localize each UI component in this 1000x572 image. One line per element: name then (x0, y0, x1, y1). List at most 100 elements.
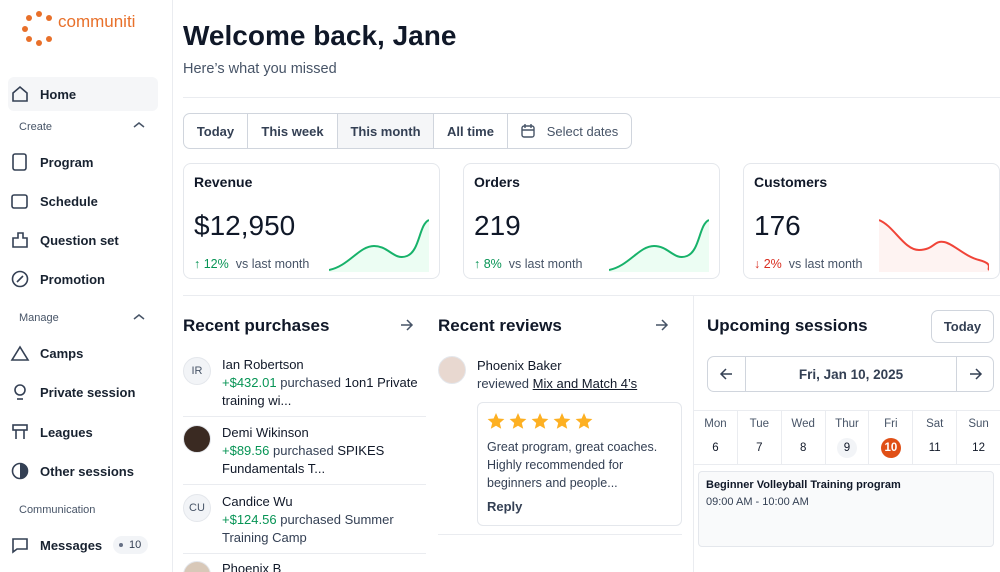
sparkline (609, 219, 709, 272)
purchase-item: Phoenix B (183, 561, 426, 572)
nav-label: Private session (40, 384, 136, 400)
day-number: 7 (756, 442, 763, 454)
sparkline (329, 219, 429, 272)
sparkline (879, 219, 989, 272)
day[interactable]: Fri 10 (868, 411, 912, 464)
stat-label: Orders (474, 174, 520, 190)
icon (14, 384, 26, 400)
filter-button[interactable]: This month (338, 114, 434, 148)
sidebar: communiti Home Create Program Schedule Q… (0, 0, 173, 572)
chevron[interactable] (133, 121, 145, 129)
stat-change: ↓ 2% vs last month (754, 257, 863, 271)
arrow-link[interactable] (655, 319, 669, 331)
nav-item[interactable]: Program (8, 145, 158, 179)
nav-label: Promotion (40, 271, 105, 287)
avatar (438, 356, 466, 384)
nav-label: Other sessions (40, 463, 134, 479)
divider (438, 534, 682, 535)
day-number: 10 (880, 438, 901, 458)
nav-label: Question set (40, 232, 119, 248)
section-title: Create (19, 121, 53, 133)
nav-label: Schedule (40, 193, 98, 209)
stat-label: Revenue (194, 174, 253, 190)
prev-button[interactable] (708, 357, 746, 391)
day[interactable]: Sat 11 (912, 411, 956, 464)
nav-item[interactable]: Messages (8, 528, 158, 562)
day-number: 9 (837, 438, 857, 458)
stars (487, 413, 593, 429)
filter-button[interactable]: Select dates (508, 114, 631, 148)
page-subtitle: Here’s what you missed (183, 61, 337, 77)
badge: 10 (113, 536, 149, 554)
day-number: 12 (972, 442, 985, 454)
nav-item[interactable]: Promotion (8, 262, 158, 296)
avatar (183, 561, 211, 572)
divider (183, 295, 1000, 296)
chevron[interactable] (133, 313, 145, 321)
filter-button[interactable]: Today (184, 114, 248, 148)
section-title: Communication (19, 504, 96, 516)
day-name: Wed (791, 418, 815, 430)
nav-item[interactable]: Other sessions (8, 454, 158, 488)
current-date: Fri, Jan 10, 2025 (798, 366, 904, 382)
day[interactable]: Tue 7 (736, 411, 781, 464)
section-title: Recent reviews (438, 316, 562, 335)
session-time: 09:00 AM - 10:00 AM (706, 496, 809, 508)
nav-item[interactable]: Home (8, 77, 158, 111)
section-title: Manage (19, 312, 59, 324)
review-link[interactable]: Mix and Match 4’s (532, 376, 638, 391)
purchase-item: Demi Wikinson +$89.56 purchased SPIKES Fu… (183, 424, 426, 485)
stat-change: ↑ 8% vs last month (474, 257, 583, 271)
day-name: Sun (968, 418, 989, 430)
nav-label: Program (40, 154, 94, 170)
day-name: Sat (926, 418, 944, 430)
day-name: Mon (704, 418, 727, 430)
arrow-link[interactable] (400, 319, 414, 331)
stat-change: ↑ 12% vs last month (194, 257, 310, 271)
icon (12, 85, 28, 102)
day[interactable]: Sun 12 (956, 411, 1000, 464)
avatar: CU (183, 494, 211, 522)
filter-button[interactable]: All time (434, 114, 508, 148)
divider (183, 97, 1000, 98)
icon (11, 270, 29, 288)
reply-button[interactable]: Reply (487, 499, 523, 514)
section-title: Upcoming sessions (707, 316, 868, 335)
stat-value: 176 (754, 210, 801, 241)
avatar: IR (183, 357, 211, 385)
nav-item[interactable]: Schedule (8, 184, 158, 218)
day-name: Thur (835, 418, 859, 430)
page-title: Welcome back, Jane (183, 20, 457, 51)
section-title: Recent purchases (183, 316, 330, 335)
nav-item[interactable]: Question set (8, 223, 158, 257)
date-nav: Fri, Jan 10, 2025 (707, 356, 994, 392)
day[interactable]: Thur 9 (824, 411, 869, 464)
filter-button[interactable]: This week (248, 114, 338, 148)
day[interactable]: Mon 6 (694, 411, 737, 464)
icon (12, 232, 28, 248)
review-text: Great program, great coaches. Highly rec… (487, 440, 658, 490)
icon (12, 424, 28, 439)
day-name: Fri (884, 418, 898, 430)
purchase-item: CU Candice Wu +$124.56 purchased Summer Tr… (183, 493, 426, 554)
next-button[interactable] (956, 357, 993, 391)
stat-value: 219 (474, 210, 521, 241)
day[interactable]: Wed 8 (780, 411, 825, 464)
avatar (183, 425, 211, 453)
today-button[interactable]: Today (931, 310, 994, 343)
icon (11, 194, 28, 209)
stat-value: $12,950 (194, 210, 296, 241)
review-header: Phoenix Baker reviewed Mix and Match 4’s (477, 358, 638, 391)
nav-item[interactable]: Leagues (8, 415, 158, 449)
nav-item[interactable]: Camps (8, 336, 158, 370)
brand: communiti (58, 12, 136, 31)
nav-item[interactable]: Private session (8, 375, 158, 409)
logo-icon (22, 11, 52, 46)
review-card: Great program, great coaches. Highly rec… (477, 402, 682, 526)
day-number: 11 (928, 442, 941, 454)
nav-label: Camps (40, 345, 84, 361)
filter-group: Today This week This month All time Sele… (183, 113, 632, 149)
session-card[interactable]: Beginner Volleyball Training program 09:… (698, 471, 994, 547)
icon (11, 462, 29, 480)
icon (12, 538, 28, 554)
